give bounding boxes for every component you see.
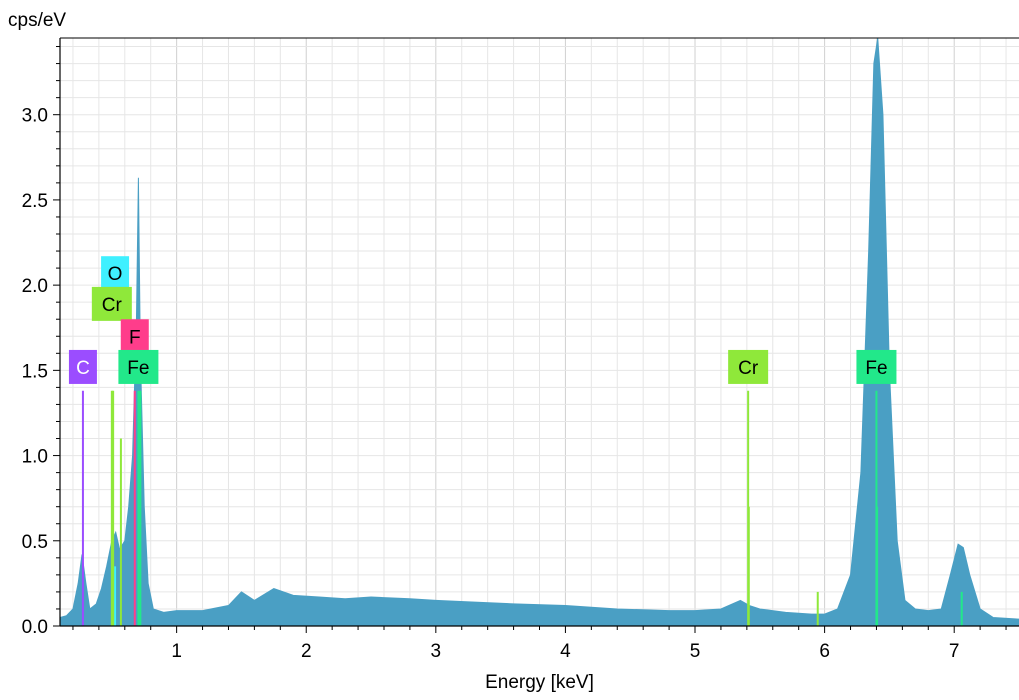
x-tick-label: 7	[949, 641, 960, 662]
element-label-text: F	[129, 327, 141, 348]
element-label-box	[101, 256, 130, 291]
element-label-box	[856, 349, 897, 384]
element-label-text: Fe	[127, 358, 149, 379]
axes	[53, 37, 1019, 633]
element-label-box	[91, 286, 132, 321]
x-tick-label: 2	[301, 641, 312, 662]
element-label[interactable]: C	[68, 349, 97, 384]
x-tick-label: 3	[431, 641, 442, 662]
y-tick-label: 0.5	[22, 532, 48, 553]
spectrum-layer	[59, 37, 1019, 627]
element-labels[interactable]: C O Cr F Fe Cr Fe	[68, 256, 897, 384]
y-tick-label: 3.0	[22, 106, 48, 127]
element-label[interactable]: O	[101, 256, 130, 291]
tick-labels: 0.0 0.5 1.0 1.5 2.0 2.5 3.0 1 2 3 4 5 6 7	[22, 106, 960, 662]
element-label[interactable]: Fe	[856, 349, 897, 384]
x-tick-label: 1	[171, 641, 182, 662]
element-label-box	[120, 319, 149, 354]
x-tick-label: 5	[690, 641, 701, 662]
x-axis-label: Energy [keV]	[485, 672, 594, 693]
x-tick-label: 6	[819, 641, 830, 662]
element-lines	[81, 390, 963, 626]
element-label-text: Cr	[102, 295, 123, 316]
y-tick-label: 1.0	[22, 447, 48, 468]
x-tick-label: 4	[560, 641, 571, 662]
element-label-box	[68, 349, 97, 384]
element-label-text: C	[76, 358, 90, 379]
element-label-text: Cr	[738, 358, 759, 379]
y-tick-label: 0.0	[22, 617, 48, 638]
element-label-text: O	[108, 264, 123, 285]
element-label[interactable]: Fe	[118, 349, 159, 384]
element-label[interactable]: F	[120, 319, 149, 354]
spectrum-area	[59, 37, 1019, 627]
element-label-text: Fe	[865, 358, 887, 379]
y-axis-label: cps/eV	[8, 10, 67, 31]
element-label-box	[728, 349, 769, 384]
y-tick-label: 2.5	[22, 191, 48, 212]
element-label-box	[118, 349, 159, 384]
y-tick-label: 2.0	[22, 276, 48, 297]
element-label[interactable]: Cr	[728, 349, 769, 384]
element-label[interactable]: Cr	[91, 286, 132, 321]
y-tick-label: 1.5	[22, 361, 48, 382]
